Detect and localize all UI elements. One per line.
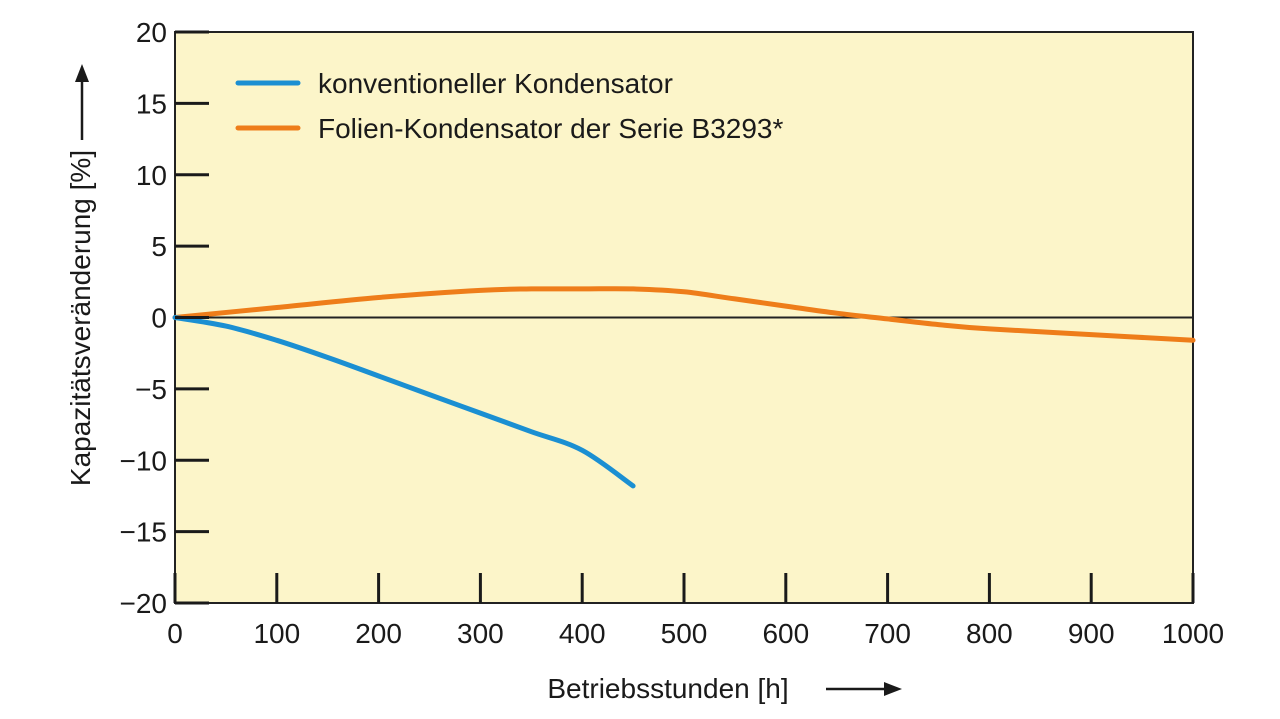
x-tick-label: 600 xyxy=(762,618,809,649)
y-tick-label: −20 xyxy=(120,588,168,619)
x-axis-arrow-head xyxy=(884,682,902,696)
y-tick-label: −15 xyxy=(120,517,168,548)
series-line-1 xyxy=(172,315,636,489)
y-tick-label: 5 xyxy=(151,231,167,262)
y-tick-label: −10 xyxy=(120,445,168,476)
x-axis-title: Betriebsstunden [h] xyxy=(547,673,788,704)
x-tick-label: 200 xyxy=(355,618,402,649)
x-tick-label: 0 xyxy=(167,618,183,649)
y-tick-label: 15 xyxy=(136,88,167,119)
series-line-2 xyxy=(172,286,1196,343)
y-axis-arrow-head xyxy=(75,64,89,82)
y-tick-label: 0 xyxy=(151,303,167,334)
x-tick-label: 500 xyxy=(661,618,708,649)
y-axis-title-group: Kapazitätsveränderung [%] xyxy=(65,64,96,486)
x-axis-title-group: Betriebsstunden [h] xyxy=(547,673,902,704)
x-tick-label: 300 xyxy=(457,618,504,649)
y-tick-label: −5 xyxy=(135,374,167,405)
y-tick-label: 20 xyxy=(136,17,167,48)
y-axis-title: Kapazitätsveränderung [%] xyxy=(65,150,96,486)
legend-label-1: konventioneller Kondensator xyxy=(318,68,673,99)
legend-label-2: Folien-Kondensator der Serie B3293* xyxy=(318,113,784,144)
x-tick-label: 800 xyxy=(966,618,1013,649)
x-tick-label: 1000 xyxy=(1162,618,1224,649)
x-tick-label: 100 xyxy=(253,618,300,649)
x-tick-label: 400 xyxy=(559,618,606,649)
x-tick-label: 900 xyxy=(1068,618,1115,649)
y-tick-label: 10 xyxy=(136,160,167,191)
x-tick-label: 700 xyxy=(864,618,911,649)
